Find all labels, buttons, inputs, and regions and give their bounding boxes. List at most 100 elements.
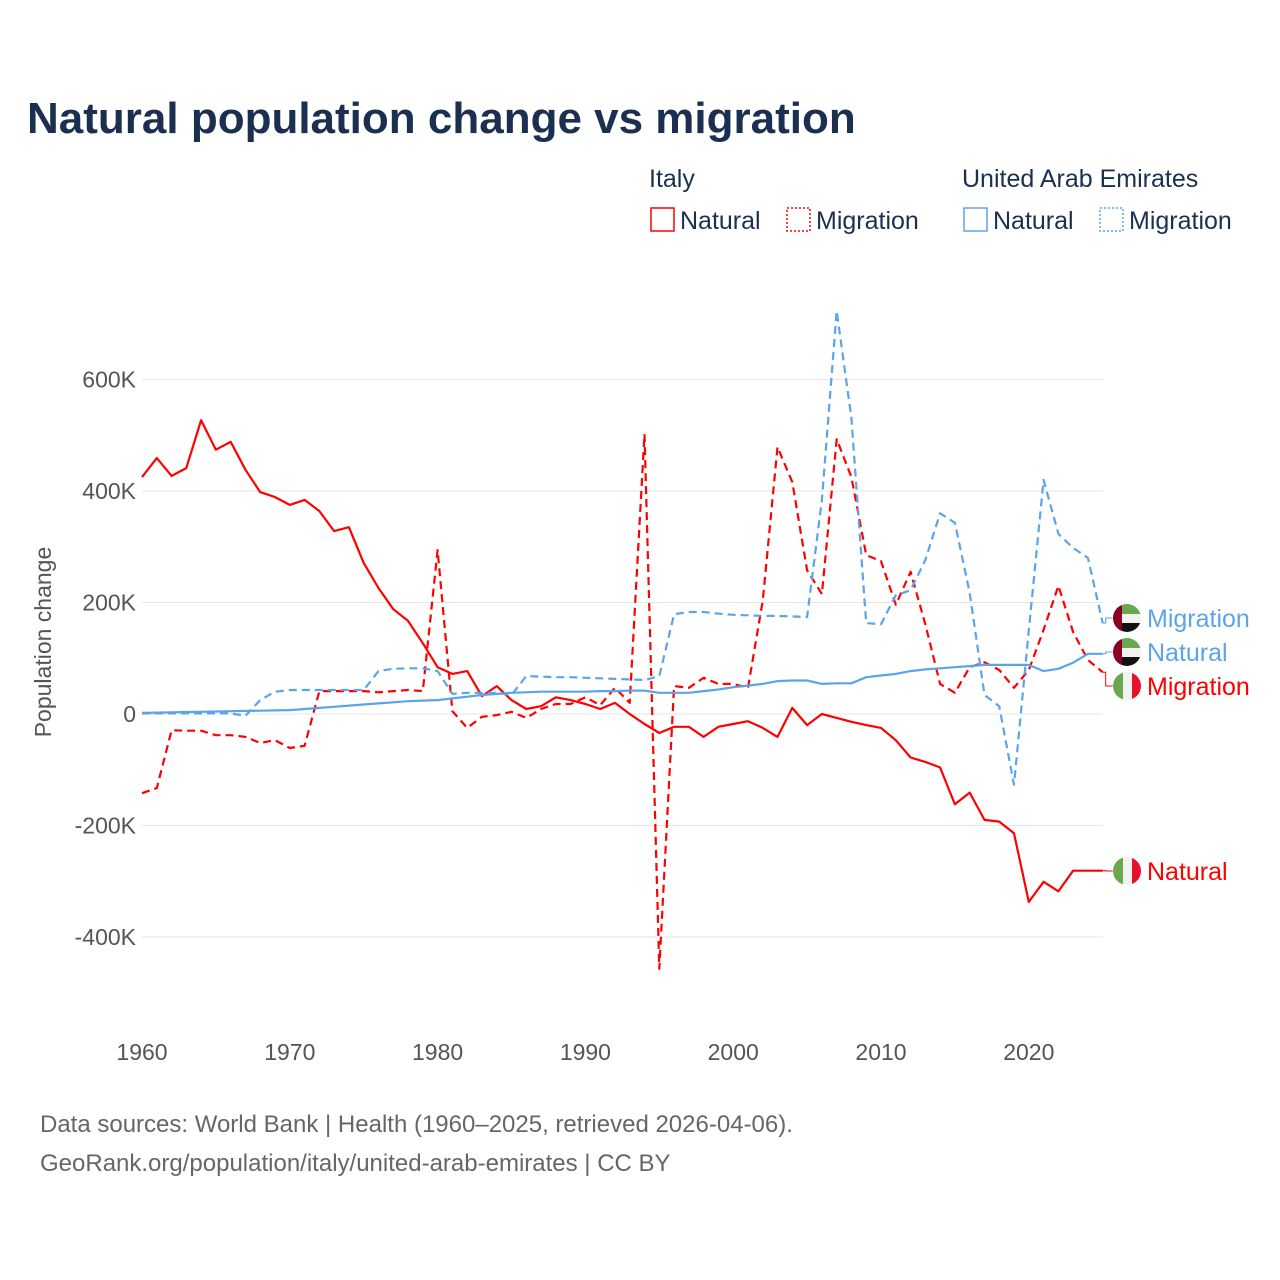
data-point-italy-natural[interactable] — [315, 507, 323, 515]
data-point-uae-migration[interactable] — [759, 612, 767, 620]
data-point-uae-natural[interactable] — [744, 682, 752, 690]
data-point-uae-migration[interactable] — [360, 686, 368, 694]
data-point-uae-migration[interactable] — [153, 709, 161, 717]
data-point-italy-migration[interactable] — [655, 965, 663, 973]
data-point-italy-natural[interactable] — [655, 729, 663, 737]
data-point-italy-migration[interactable] — [463, 724, 471, 732]
data-point-uae-natural[interactable] — [522, 688, 530, 696]
data-point-uae-natural[interactable] — [980, 661, 988, 669]
data-point-uae-migration[interactable] — [626, 675, 634, 683]
data-point-uae-migration[interactable] — [138, 709, 146, 717]
data-point-italy-migration[interactable] — [1054, 582, 1062, 590]
data-point-uae-migration[interactable] — [404, 664, 412, 672]
data-point-uae-migration[interactable] — [685, 608, 693, 616]
data-point-uae-natural[interactable] — [389, 698, 397, 706]
data-point-italy-natural[interactable] — [404, 617, 412, 625]
legend-italy-migration[interactable]: Migration — [816, 207, 919, 235]
data-point-uae-migration[interactable] — [700, 608, 708, 616]
data-point-uae-migration[interactable] — [493, 689, 501, 697]
data-point-uae-migration[interactable] — [552, 673, 560, 681]
data-point-uae-migration[interactable] — [567, 673, 575, 681]
data-point-uae-natural[interactable] — [552, 688, 560, 696]
data-point-italy-natural[interactable] — [774, 733, 782, 741]
data-point-uae-natural[interactable] — [315, 704, 323, 712]
data-point-uae-natural[interactable] — [995, 661, 1003, 669]
data-point-uae-natural[interactable] — [596, 687, 604, 695]
data-point-italy-natural[interactable] — [138, 473, 146, 481]
data-point-italy-migration[interactable] — [389, 687, 397, 695]
data-point-uae-migration[interactable] — [611, 675, 619, 683]
data-point-italy-natural[interactable] — [744, 717, 752, 725]
data-point-uae-natural[interactable] — [877, 672, 885, 680]
data-point-italy-natural[interactable] — [892, 736, 900, 744]
data-point-italy-natural[interactable] — [951, 800, 959, 808]
data-point-uae-migration[interactable] — [241, 712, 249, 720]
data-point-italy-natural[interactable] — [1054, 887, 1062, 895]
data-point-italy-migration[interactable] — [567, 700, 575, 708]
data-point-uae-natural[interactable] — [1040, 667, 1048, 675]
data-point-uae-natural[interactable] — [788, 677, 796, 685]
data-point-uae-migration[interactable] — [1084, 554, 1092, 562]
data-point-italy-migration[interactable] — [448, 707, 456, 715]
data-point-uae-migration[interactable] — [951, 519, 959, 527]
data-point-italy-migration[interactable] — [212, 731, 220, 739]
data-point-uae-natural[interactable] — [581, 688, 589, 696]
data-point-uae-migration[interactable] — [1069, 544, 1077, 552]
data-point-uae-migration[interactable] — [448, 690, 456, 698]
data-point-italy-migration[interactable] — [138, 789, 146, 797]
data-point-uae-migration[interactable] — [877, 620, 885, 628]
footer-link[interactable]: GeoRank.org/population/italy/united-arab… — [40, 1150, 671, 1177]
data-point-italy-natural[interactable] — [626, 710, 634, 718]
legend-uae-migration[interactable]: Migration — [1129, 207, 1232, 235]
data-point-uae-natural[interactable] — [685, 689, 693, 697]
data-point-uae-migration[interactable] — [522, 672, 530, 680]
data-point-uae-migration[interactable] — [892, 591, 900, 599]
data-point-italy-natural[interactable] — [463, 667, 471, 675]
data-point-uae-natural[interactable] — [847, 679, 855, 687]
data-point-italy-natural[interactable] — [182, 464, 190, 472]
data-point-uae-migration[interactable] — [286, 686, 294, 694]
data-point-uae-migration[interactable] — [227, 709, 235, 717]
data-point-uae-migration[interactable] — [182, 709, 190, 717]
data-point-uae-natural[interactable] — [966, 662, 974, 670]
data-point-italy-natural[interactable] — [729, 720, 737, 728]
data-point-uae-migration[interactable] — [907, 586, 915, 594]
data-point-uae-migration[interactable] — [862, 619, 870, 627]
data-point-uae-natural[interactable] — [419, 697, 427, 705]
data-point-italy-natural[interactable] — [818, 710, 826, 718]
data-point-uae-migration[interactable] — [478, 689, 486, 697]
data-point-uae-migration[interactable] — [1054, 530, 1062, 538]
data-point-italy-natural[interactable] — [700, 733, 708, 741]
data-point-uae-migration[interactable] — [330, 686, 338, 694]
data-point-italy-natural[interactable] — [1025, 898, 1033, 906]
data-point-uae-migration[interactable] — [966, 589, 974, 597]
data-point-uae-migration[interactable] — [1025, 626, 1033, 634]
data-point-uae-natural[interactable] — [729, 683, 737, 691]
data-point-italy-natural[interactable] — [241, 466, 249, 474]
data-point-uae-natural[interactable] — [345, 702, 353, 710]
data-point-italy-migration[interactable] — [478, 713, 486, 721]
data-point-uae-natural[interactable] — [818, 680, 826, 688]
data-point-italy-natural[interactable] — [301, 496, 309, 504]
data-point-uae-natural[interactable] — [936, 664, 944, 672]
data-point-italy-natural[interactable] — [1084, 867, 1092, 875]
data-point-italy-natural[interactable] — [759, 724, 767, 732]
data-point-uae-natural[interactable] — [626, 687, 634, 695]
data-point-italy-natural[interactable] — [271, 493, 279, 501]
data-point-italy-migration[interactable] — [493, 711, 501, 719]
data-point-uae-natural[interactable] — [567, 688, 575, 696]
data-point-uae-migration[interactable] — [803, 613, 811, 621]
data-point-italy-migration[interactable] — [803, 566, 811, 574]
data-point-uae-natural[interactable] — [759, 680, 767, 688]
data-point-uae-migration[interactable] — [537, 673, 545, 681]
data-point-uae-natural[interactable] — [655, 689, 663, 697]
data-point-italy-migration[interactable] — [374, 688, 382, 696]
data-point-uae-natural[interactable] — [670, 689, 678, 697]
data-point-italy-migration[interactable] — [508, 708, 516, 716]
data-point-italy-migration[interactable] — [241, 733, 249, 741]
data-point-uae-natural[interactable] — [611, 687, 619, 695]
data-point-uae-migration[interactable] — [212, 709, 220, 717]
data-point-uae-natural[interactable] — [286, 706, 294, 714]
legend-italy-natural[interactable]: Natural — [680, 207, 761, 235]
data-point-italy-migration[interactable] — [1010, 684, 1018, 692]
